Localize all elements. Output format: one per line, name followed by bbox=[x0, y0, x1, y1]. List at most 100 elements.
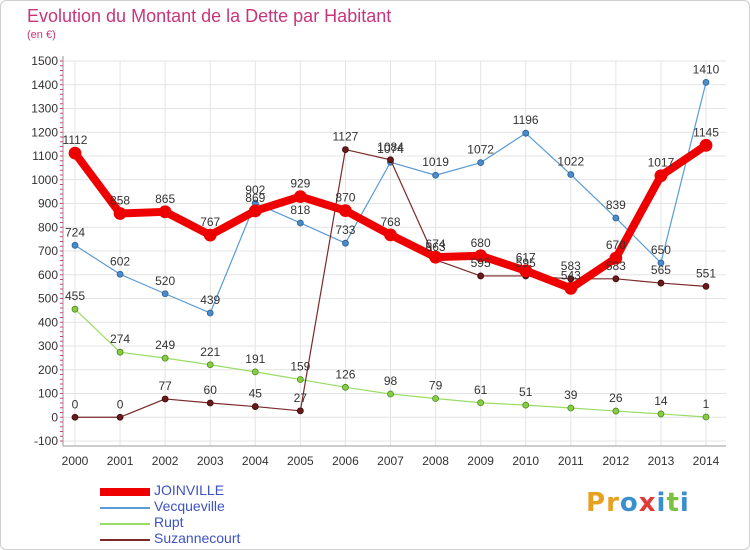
point-vecqueville bbox=[296, 219, 304, 227]
data-label-vecqueville: 902 bbox=[245, 183, 265, 197]
point-vecqueville bbox=[612, 214, 620, 222]
data-label-joinville: 869 bbox=[245, 191, 265, 205]
x-tick-label: 2005 bbox=[287, 454, 314, 468]
data-label-vecqueville: 1022 bbox=[557, 155, 584, 169]
y-tick-label: 500 bbox=[38, 292, 58, 306]
point-joinville bbox=[158, 205, 172, 219]
x-tick-label: 2007 bbox=[377, 454, 404, 468]
data-label-joinville: 1112 bbox=[63, 133, 88, 147]
data-label-rupt: 26 bbox=[609, 391, 623, 405]
point-suzannecourt bbox=[296, 407, 304, 415]
point-suzannecourt bbox=[702, 282, 710, 290]
data-label-vecqueville: 650 bbox=[651, 243, 671, 257]
data-label-suzannecourt: 583 bbox=[606, 259, 626, 273]
point-joinville bbox=[293, 190, 307, 204]
data-label-rupt: 249 bbox=[155, 338, 175, 352]
logo-letter: t bbox=[666, 488, 680, 518]
data-label-joinville: 865 bbox=[155, 192, 175, 206]
y-tick-label: 1100 bbox=[32, 149, 58, 163]
y-tick-label: 0 bbox=[51, 410, 58, 424]
data-label-suzannecourt: 1127 bbox=[333, 130, 359, 144]
logo-letter: x bbox=[638, 488, 657, 518]
point-vecqueville bbox=[567, 171, 575, 178]
x-tick-label: 2006 bbox=[332, 454, 359, 468]
point-rupt bbox=[612, 407, 620, 415]
data-label-vecqueville: 1072 bbox=[467, 143, 494, 157]
y-tick-label: 400 bbox=[38, 315, 58, 329]
point-joinville bbox=[564, 281, 578, 295]
point-rupt bbox=[477, 399, 485, 407]
data-label-vecqueville: 839 bbox=[606, 198, 626, 212]
point-joinville bbox=[113, 207, 127, 220]
point-vecqueville bbox=[702, 78, 710, 86]
point-rupt bbox=[161, 354, 169, 362]
point-vecqueville bbox=[206, 309, 214, 317]
legend-label: JOINVILLE bbox=[154, 482, 225, 498]
series-layer bbox=[68, 78, 713, 421]
data-label-suzannecourt: 565 bbox=[651, 263, 671, 277]
point-vecqueville bbox=[522, 129, 530, 137]
point-rupt bbox=[296, 376, 304, 383]
proxiti-logo: Proxiti bbox=[586, 488, 690, 518]
point-suzannecourt bbox=[567, 275, 575, 283]
data-label-joinville: 929 bbox=[290, 177, 310, 191]
data-label-vecqueville: 733 bbox=[335, 223, 355, 237]
logo-letter: o bbox=[619, 488, 639, 518]
data-label-rupt: 159 bbox=[290, 359, 310, 373]
data-label-joinville: 767 bbox=[200, 215, 220, 229]
point-suzannecourt bbox=[206, 399, 214, 407]
data-label-rupt: 98 bbox=[384, 374, 398, 388]
point-rupt bbox=[251, 368, 259, 376]
y-tick-label: 1300 bbox=[31, 102, 58, 116]
data-label-suzannecourt: 0 bbox=[117, 397, 124, 411]
data-label-suzannecourt: 0 bbox=[72, 397, 79, 411]
point-rupt bbox=[432, 395, 439, 402]
y-tick-label: 300 bbox=[38, 339, 58, 353]
point-joinville bbox=[68, 146, 82, 160]
point-joinville bbox=[609, 251, 623, 265]
point-rupt bbox=[342, 383, 349, 391]
data-label-suzannecourt: 1084 bbox=[377, 140, 404, 154]
chart-title: Evolution du Montant de la Dette par Hab… bbox=[27, 6, 392, 26]
point-vecqueville bbox=[116, 270, 124, 278]
data-label-rupt: 274 bbox=[110, 332, 130, 346]
y-tick-label: 600 bbox=[38, 268, 58, 282]
point-rupt bbox=[71, 305, 79, 313]
point-suzannecourt bbox=[387, 156, 394, 164]
data-label-rupt: 61 bbox=[474, 383, 488, 397]
point-joinville bbox=[519, 264, 533, 278]
data-label-rupt: 39 bbox=[564, 388, 578, 402]
point-joinville bbox=[203, 228, 217, 242]
point-rupt bbox=[522, 401, 530, 409]
data-label-vecqueville: 1019 bbox=[422, 155, 449, 169]
point-suzannecourt bbox=[251, 403, 259, 410]
point-suzannecourt bbox=[161, 395, 169, 403]
data-label-joinville: 1017 bbox=[648, 156, 675, 170]
axes: -100010020030040050060070080090010001100… bbox=[31, 54, 726, 468]
data-label-vecqueville: 724 bbox=[65, 225, 85, 239]
data-label-rupt: 79 bbox=[429, 378, 443, 392]
point-vecqueville bbox=[161, 290, 169, 298]
point-suzannecourt bbox=[342, 146, 349, 153]
data-label-joinville: 768 bbox=[380, 215, 400, 229]
legend-label: Suzannecourt bbox=[154, 530, 241, 546]
point-rupt bbox=[657, 410, 665, 418]
point-rupt bbox=[387, 390, 394, 398]
x-tick-label: 2012 bbox=[603, 454, 630, 468]
point-joinville bbox=[384, 228, 397, 242]
legend-swatch bbox=[100, 507, 150, 509]
logo-letter: i bbox=[656, 488, 667, 518]
data-label-suzannecourt: 595 bbox=[471, 256, 491, 270]
point-rupt bbox=[206, 361, 214, 369]
point-joinville bbox=[429, 250, 442, 264]
data-label-vecqueville: 818 bbox=[290, 203, 310, 217]
x-tick-label: 2000 bbox=[62, 454, 89, 468]
data-label-suzannecourt: 60 bbox=[204, 383, 218, 397]
point-rupt bbox=[116, 348, 124, 356]
y-tick-label: 700 bbox=[38, 244, 58, 258]
point-vecqueville bbox=[342, 239, 349, 247]
data-label-joinville: 670 bbox=[606, 238, 626, 252]
data-label-suzannecourt: 663 bbox=[426, 240, 446, 254]
data-label-rupt: 191 bbox=[245, 352, 265, 366]
chart-unit-label: (en €) bbox=[27, 29, 56, 41]
